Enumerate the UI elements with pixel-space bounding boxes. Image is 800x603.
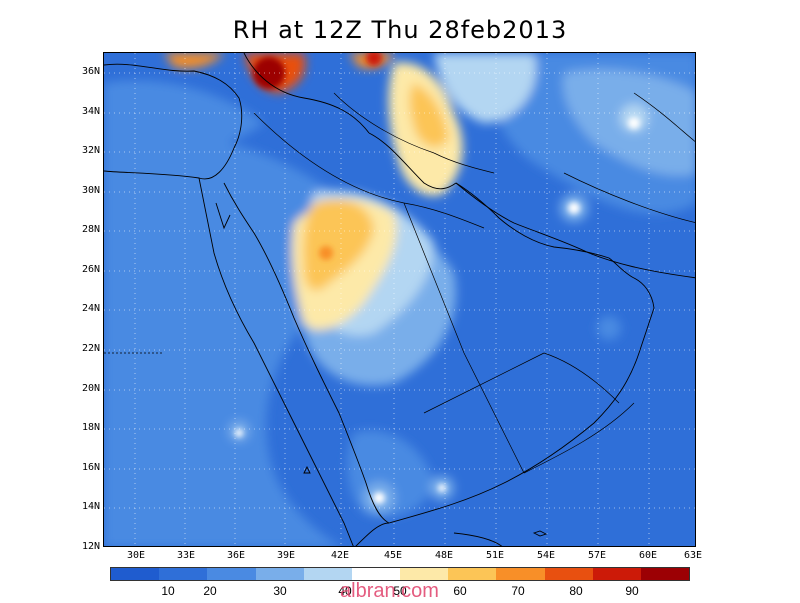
lat-label: 12N (81, 541, 100, 552)
lon-label: 51E (485, 550, 505, 561)
colorbar-swatch (255, 568, 304, 580)
lon-label: 60E (638, 550, 658, 561)
lat-label: 34N (81, 106, 100, 117)
lat-label: 20N (81, 383, 100, 394)
lon-label: 48E (434, 550, 454, 561)
colorbar-label: 20 (203, 584, 217, 598)
lon-label: 45E (383, 550, 403, 561)
colorbar-swatch (592, 568, 641, 580)
colorbar-swatch (111, 568, 160, 580)
colorbar-label: 70 (511, 584, 525, 598)
lat-label: 14N (81, 501, 100, 512)
lon-label: 57E (587, 550, 607, 561)
colorbar-label: 90 (625, 584, 639, 598)
colorbar-swatch (303, 568, 352, 580)
lon-label: 42E (330, 550, 350, 561)
coastlines (104, 53, 695, 546)
colorbar-label: 40 (338, 584, 352, 598)
lat-label: 22N (81, 343, 100, 354)
colorbar-label: 30 (273, 584, 287, 598)
colorbar-swatch (400, 568, 449, 580)
lon-label: 63E (683, 550, 703, 561)
colorbar-swatch (351, 568, 401, 580)
lat-label: 18N (81, 422, 100, 433)
lon-label: 54E (536, 550, 556, 561)
colorbar-label: 10 (161, 584, 175, 598)
colorbar-swatch (640, 568, 690, 580)
lat-label: 24N (81, 303, 100, 314)
chart-title: RH at 12Z Thu 28feb2013 (232, 16, 568, 44)
colorbar-label: 80 (569, 584, 583, 598)
lat-label: 36N (81, 66, 100, 77)
lon-label: 30E (126, 550, 146, 561)
colorbar-label: 50 (393, 584, 407, 598)
lat-label: 28N (81, 224, 100, 235)
colorbar-swatch (544, 568, 593, 580)
rh-field (104, 53, 695, 546)
colorbar-swatch (207, 568, 256, 580)
lon-label: 33E (176, 550, 196, 561)
lon-label: 36E (226, 550, 246, 561)
colorbar-swatch (159, 568, 208, 580)
rh-map (103, 52, 696, 547)
lat-label: 16N (81, 462, 100, 473)
watermark: albran.com (340, 580, 439, 602)
colorbar-swatch (448, 568, 497, 580)
colorbar-label: 60 (453, 584, 467, 598)
lat-label: 30N (81, 185, 100, 196)
lat-label: 26N (81, 264, 100, 275)
lon-label: 39E (276, 550, 296, 561)
lat-label: 32N (81, 145, 100, 156)
colorbar (110, 567, 690, 581)
colorbar-swatch (496, 568, 545, 580)
